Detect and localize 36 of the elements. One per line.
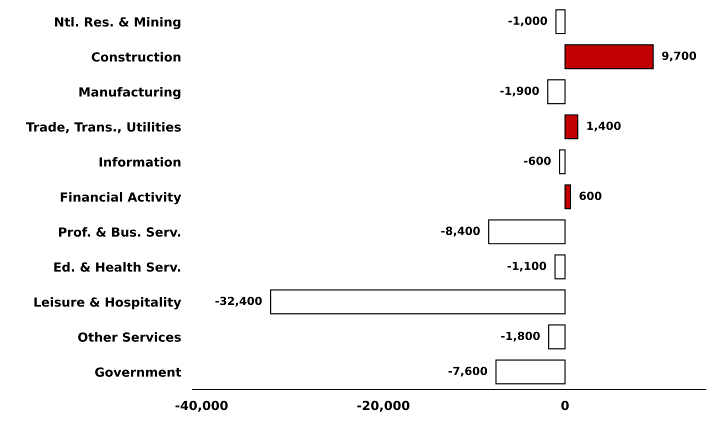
bar xyxy=(270,289,566,314)
bar xyxy=(564,184,572,210)
y-tick-label: Information xyxy=(100,157,180,167)
x-tick-label: -20,000 xyxy=(357,400,410,412)
data-label: 1,400 xyxy=(587,122,621,132)
bar xyxy=(564,114,578,140)
data-label: 9,700 xyxy=(662,52,696,62)
y-tick-label: Financial Activity xyxy=(60,192,182,204)
y-tick-label: Prof. & Bus. Serv. xyxy=(59,227,180,237)
y-tick-label: Other Services xyxy=(78,332,181,342)
y-tick-label: Leisure & Hospitality xyxy=(34,297,182,310)
x-tick-label: 0 xyxy=(561,400,569,410)
bar xyxy=(495,359,566,384)
bar xyxy=(559,149,566,174)
data-label: -600 xyxy=(524,156,551,166)
y-tick-label: Government xyxy=(95,367,182,377)
data-label: -1,000 xyxy=(508,16,548,26)
y-tick-label: Manufacturing xyxy=(79,87,180,100)
y-tick-label: Construction xyxy=(92,52,180,62)
bar xyxy=(555,9,566,34)
data-label: -1,900 xyxy=(500,86,539,96)
bar xyxy=(554,254,566,280)
data-label: -1,800 xyxy=(501,332,540,342)
bar xyxy=(564,44,654,70)
data-label: -1,100 xyxy=(508,262,546,272)
data-label: -8,400 xyxy=(441,226,480,236)
bar xyxy=(488,219,566,244)
data-label: 600 xyxy=(580,192,602,200)
y-tick-label: Ntl. Res. & Mining xyxy=(55,16,180,30)
y-tick-label: Ed. & Health Serv. xyxy=(54,262,180,272)
data-label: -32,400 xyxy=(215,296,262,307)
y-tick-label: Trade, Trans., Utilities xyxy=(26,122,181,134)
bar xyxy=(548,324,566,350)
bar xyxy=(547,79,566,104)
x-tick-label: -40,000 xyxy=(176,400,228,412)
data-label: -7,600 xyxy=(448,366,488,377)
